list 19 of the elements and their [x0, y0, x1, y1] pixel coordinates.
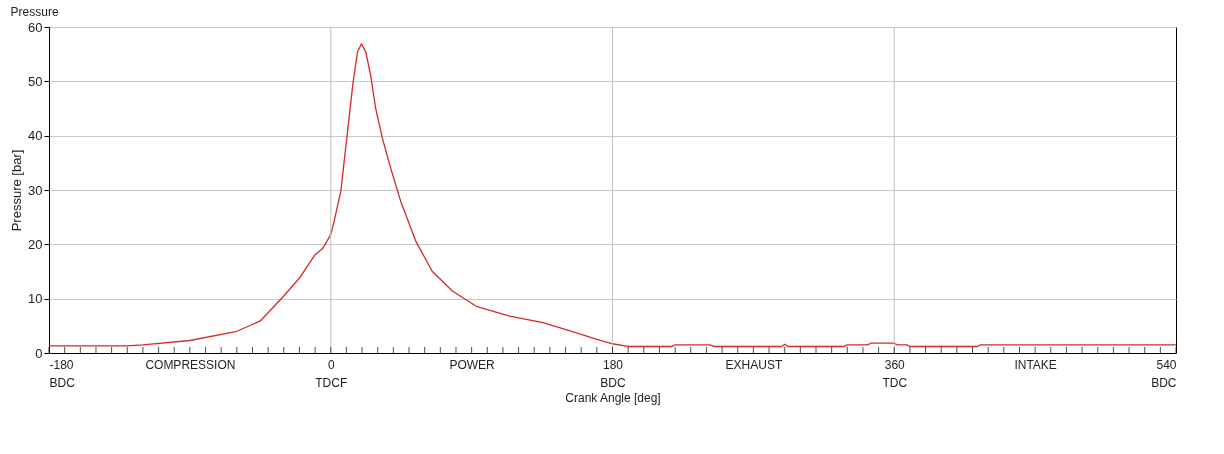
x-tick-label: COMPRESSION — [145, 357, 236, 372]
x-tick-label: POWER — [449, 357, 496, 372]
y-tick-label: 10 — [28, 291, 43, 307]
x-tick-label: -180 BDC — [49, 357, 76, 390]
x-axis-title: Crank Angle [deg] — [565, 390, 661, 405]
x-tick-label: EXHAUST — [725, 357, 783, 372]
y-tick-label: 0 — [35, 345, 43, 361]
y-tick-label: 50 — [28, 73, 43, 89]
x-tick-label: 0 TDCF — [315, 357, 348, 390]
x-tick-label: 360 TDC — [882, 357, 908, 390]
x-tick-label: 180 BDC — [600, 357, 626, 390]
x-tick-label: INTAKE — [1014, 357, 1057, 372]
y-tick-label: 40 — [28, 128, 43, 144]
y-tick-label: 20 — [28, 236, 43, 252]
x-tick-label: 540 BDC — [1151, 357, 1177, 390]
y-tick-label: 60 — [28, 19, 43, 35]
y-axis-title: Pressure [bar] — [9, 149, 25, 232]
y-tick-label: 30 — [28, 182, 43, 198]
chart-title: Pressure — [10, 5, 59, 19]
